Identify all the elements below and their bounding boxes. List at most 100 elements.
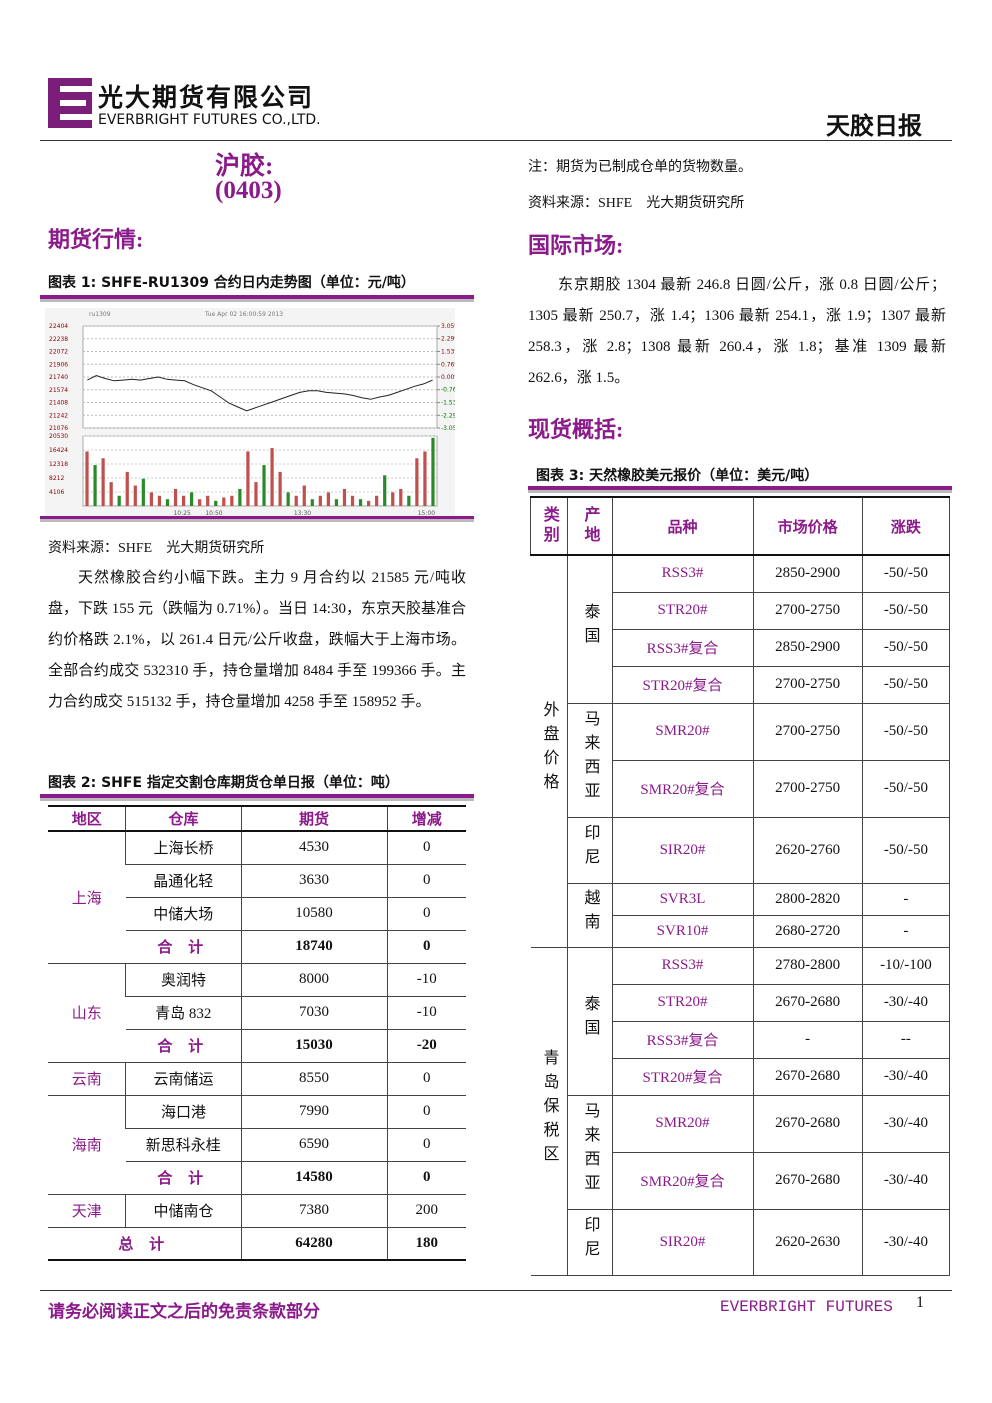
table-row: 上海 上海长桥 4530 0: [48, 830, 466, 964]
y-tick-label: 16424: [49, 447, 68, 454]
table-cell: 8000: [240, 962, 388, 997]
origin: 马来西亚: [581, 709, 599, 806]
table-cell: 2620-2760: [752, 816, 863, 884]
column-header: 期货: [240, 805, 388, 832]
table-cell: 4530: [240, 830, 388, 865]
company-en: EVERBRIGHT FUTURES CO.,LTD.: [98, 112, 321, 128]
volume-bar: [173, 488, 178, 506]
origin-cell: 马来西亚: [566, 702, 613, 818]
volume-bar: [326, 492, 330, 506]
section-title: 国际市场:: [528, 233, 624, 258]
table-row: 马来西亚 SMR20# 2670-2680 -30/-40: [531, 1094, 951, 1210]
volume-bar: [254, 482, 258, 506]
volume-bar: [302, 485, 306, 506]
volume-bar: [270, 448, 274, 506]
source: 资料来源：SHFE 光大期货研究所: [528, 196, 745, 211]
volume-bar: [214, 500, 218, 506]
caption-bar: [528, 486, 952, 490]
column-header: 产地: [566, 496, 613, 556]
y-tick-label: 22404: [49, 323, 68, 330]
table-cell: STR20#: [611, 983, 754, 1022]
table-cell: 7990: [240, 1094, 388, 1129]
table-cell: 合 计: [125, 1160, 242, 1195]
table-cell: STR20#: [611, 591, 754, 630]
table-row: 印尼 SIR20# 2620-2760 -50/-50: [531, 816, 951, 884]
origin-cell: 印尼: [566, 1208, 613, 1276]
header-rule: [40, 140, 952, 141]
volume-bar: [278, 471, 282, 506]
table-cell: 7030: [240, 995, 388, 1030]
volume-bar: [157, 495, 162, 506]
volume-bar: [85, 451, 89, 506]
price-line: [87, 374, 433, 412]
table-row: 青岛 832 7030 -10: [48, 995, 466, 1030]
table-cell: 8550: [240, 1061, 388, 1096]
table-row: SMR20#复合 2670-2680 -30/-40: [531, 1151, 951, 1210]
table-row: 越南 SVR3L 2800-2820-: [531, 882, 951, 948]
table-row: 青岛保税区 泰国 RSS3# 2780-2800 -10/-100: [530, 946, 951, 1276]
table-row: 马来西亚 SMR20# 2700-2750 -50/-50: [531, 702, 951, 818]
column-header: 类别: [530, 496, 568, 556]
section-title: 现货概括:: [528, 417, 624, 442]
table-row: 海南 海口港 7990 0: [48, 1094, 466, 1195]
table-cell: -50/-50: [861, 554, 951, 593]
volume-bar: [190, 492, 194, 506]
logo: [48, 78, 92, 128]
table-cell: 200: [386, 1193, 466, 1228]
table-cell: RSS3#: [611, 946, 754, 985]
table-cell: -20: [386, 1028, 466, 1063]
table-cell: -: [752, 1020, 863, 1059]
table-cell: 总 计: [48, 1226, 242, 1261]
x-tick-label: 13:30: [294, 510, 311, 517]
y2-tick-label: -3.05%: [441, 425, 455, 432]
table-cell: 云南: [48, 1061, 126, 1096]
table-row: 天津 中储南仓 7380 200: [48, 1193, 466, 1228]
table-cell: STR20#复合: [611, 1057, 754, 1096]
column-header: 地区: [48, 805, 126, 832]
table-cell: 海口港: [125, 1094, 242, 1129]
volume-bar: [423, 451, 427, 506]
table-cell: 15030: [240, 1028, 388, 1063]
table-cell: 天津: [48, 1193, 126, 1228]
volume-bar: [246, 451, 250, 506]
table-cell: 云南储运: [125, 1061, 242, 1096]
table-cell: -50/-50: [861, 702, 951, 761]
table-cell: 0: [386, 830, 466, 865]
table-cell: 14580: [240, 1160, 388, 1195]
table-cell: 2670-2680: [752, 983, 863, 1022]
table-cell: 2700-2750: [752, 702, 863, 761]
table-row: 云南 云南储运 8550 0: [48, 1061, 466, 1096]
column-header: 增减: [386, 805, 466, 832]
table-row: 晶通化轻 3630 0: [48, 863, 466, 898]
volume-bar: [310, 499, 314, 506]
category-cell: 青岛保税区: [530, 946, 568, 1276]
table-cell: SMR20#: [611, 702, 754, 761]
table-row: STR20# 2670-2680 -30/-40: [531, 983, 951, 1022]
table-row: STR20#复合 2670-2680 -30/-40: [531, 1057, 951, 1096]
y-tick-label: 20530: [49, 433, 68, 440]
volume-bar: [125, 471, 129, 506]
table-cell: 新思科永桂: [125, 1127, 242, 1162]
table-cell: -50/-50: [861, 628, 951, 667]
brand: EVERBRIGHT FUTURES: [720, 1298, 893, 1316]
table-cell: 上海: [48, 830, 126, 964]
volume-bar: [93, 465, 97, 506]
y-tick-label: 21740: [49, 374, 68, 381]
table-row: 中储大场 10580 0: [48, 896, 466, 931]
table-row: 外盘价格 泰国 RSS3# 2850-2900 -50/-50: [530, 554, 951, 948]
table-row: 合 计 14580 0: [48, 1160, 466, 1195]
origin: 越南: [581, 888, 599, 937]
caption-bar: [40, 295, 474, 299]
volume-bar: [391, 492, 395, 506]
table-cell: -50/-50: [861, 591, 951, 630]
figure-bar: [40, 516, 474, 519]
y2-tick-label: 0.76%: [441, 361, 455, 368]
volume-bar: [206, 495, 210, 506]
column-header: 品种: [611, 496, 754, 556]
table-row: 合 计 15030 -20: [48, 1028, 466, 1063]
caption-bar: [40, 794, 474, 798]
y-tick-label: 12318: [49, 461, 68, 468]
table-cell: -50/-50: [861, 816, 951, 884]
category: 青岛保税区: [540, 1048, 558, 1169]
table-cell: 2850-2900: [752, 554, 863, 593]
